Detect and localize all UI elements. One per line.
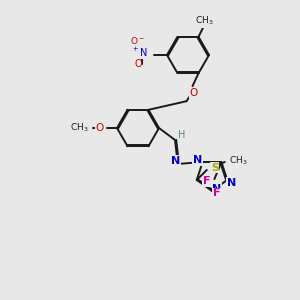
Text: H: H: [178, 130, 186, 140]
Text: S: S: [211, 163, 219, 173]
Text: F: F: [213, 188, 220, 198]
Text: N: N: [226, 178, 236, 188]
Text: CH$_3$: CH$_3$: [70, 122, 89, 134]
Text: CH$_3$: CH$_3$: [195, 15, 214, 27]
Text: CH$_3$: CH$_3$: [229, 155, 248, 167]
Text: N: N: [193, 155, 202, 165]
Text: N: N: [171, 156, 181, 166]
Text: O$^-$: O$^-$: [130, 35, 146, 46]
Text: $^+$N: $^+$N: [131, 45, 148, 58]
Text: O: O: [189, 88, 198, 98]
Text: N: N: [212, 184, 222, 194]
Text: O: O: [96, 123, 104, 133]
Text: F: F: [203, 176, 210, 186]
Text: O: O: [134, 59, 142, 69]
